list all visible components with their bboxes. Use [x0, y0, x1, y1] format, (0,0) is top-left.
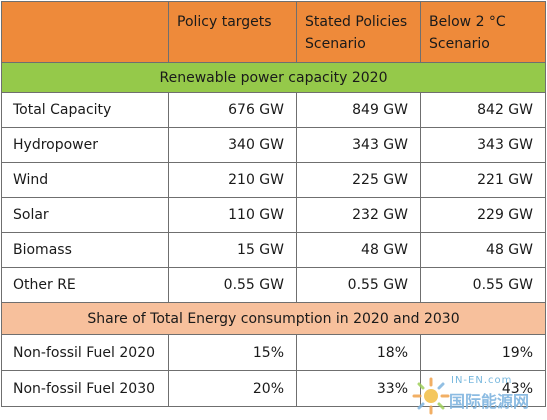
section-title-share: Share of Total Energy consumption in 202…	[1, 302, 546, 335]
below2-value: 229 GW	[420, 197, 546, 233]
stated-value: 48 GW	[296, 232, 421, 268]
policy-value: 340 GW	[168, 127, 297, 163]
below2-value: 842 GW	[420, 92, 546, 128]
table-row: Other RE 0.55 GW 0.55 GW 0.55 GW	[1, 267, 546, 303]
below2-value: 43%	[420, 370, 546, 407]
stated-value: 849 GW	[296, 92, 421, 128]
below2-value: 19%	[420, 334, 546, 371]
policy-value: 110 GW	[168, 197, 297, 233]
table-row: Non-fossil Fuel 2020 15% 18% 19%	[1, 334, 546, 371]
table-row: Wind 210 GW 225 GW 221 GW	[1, 162, 546, 198]
row-label: Hydropower	[1, 127, 169, 163]
table-row: Solar 110 GW 232 GW 229 GW	[1, 197, 546, 233]
table-row: Total Capacity 676 GW 849 GW 842 GW	[1, 92, 546, 128]
policy-table: Policy targets Stated Policies Scenario …	[1, 1, 546, 407]
below2-value: 48 GW	[420, 232, 546, 268]
header-empty-cell	[1, 1, 169, 63]
row-label: Non-fossil Fuel 2030	[1, 370, 169, 407]
header-row: Policy targets Stated Policies Scenario …	[1, 1, 546, 63]
row-label: Biomass	[1, 232, 169, 268]
row-label: Total Capacity	[1, 92, 169, 128]
policy-value: 210 GW	[168, 162, 297, 198]
header-below-2c: Below 2 °C Scenario	[420, 1, 546, 63]
section-header-row: Share of Total Energy consumption in 202…	[1, 302, 546, 335]
table-row: Hydropower 340 GW 343 GW 343 GW	[1, 127, 546, 163]
below2-value: 221 GW	[420, 162, 546, 198]
stated-value: 232 GW	[296, 197, 421, 233]
table-row: Biomass 15 GW 48 GW 48 GW	[1, 232, 546, 268]
policy-value: 0.55 GW	[168, 267, 297, 303]
section-header-row: Renewable power capacity 2020	[1, 62, 546, 93]
policy-value: 676 GW	[168, 92, 297, 128]
stated-value: 225 GW	[296, 162, 421, 198]
table-row: Non-fossil Fuel 2030 20% 33% 43%	[1, 370, 546, 407]
policy-value: 20%	[168, 370, 297, 407]
stated-value: 343 GW	[296, 127, 421, 163]
policy-value: 15%	[168, 334, 297, 371]
stated-value: 18%	[296, 334, 421, 371]
below2-value: 0.55 GW	[420, 267, 546, 303]
section-title-renewable: Renewable power capacity 2020	[1, 62, 546, 93]
header-stated-policies: Stated Policies Scenario	[296, 1, 421, 63]
row-label: Non-fossil Fuel 2020	[1, 334, 169, 371]
stated-value: 0.55 GW	[296, 267, 421, 303]
row-label: Wind	[1, 162, 169, 198]
stated-value: 33%	[296, 370, 421, 407]
row-label: Other RE	[1, 267, 169, 303]
policy-value: 15 GW	[168, 232, 297, 268]
header-policy-targets: Policy targets	[168, 1, 297, 63]
row-label: Solar	[1, 197, 169, 233]
below2-value: 343 GW	[420, 127, 546, 163]
